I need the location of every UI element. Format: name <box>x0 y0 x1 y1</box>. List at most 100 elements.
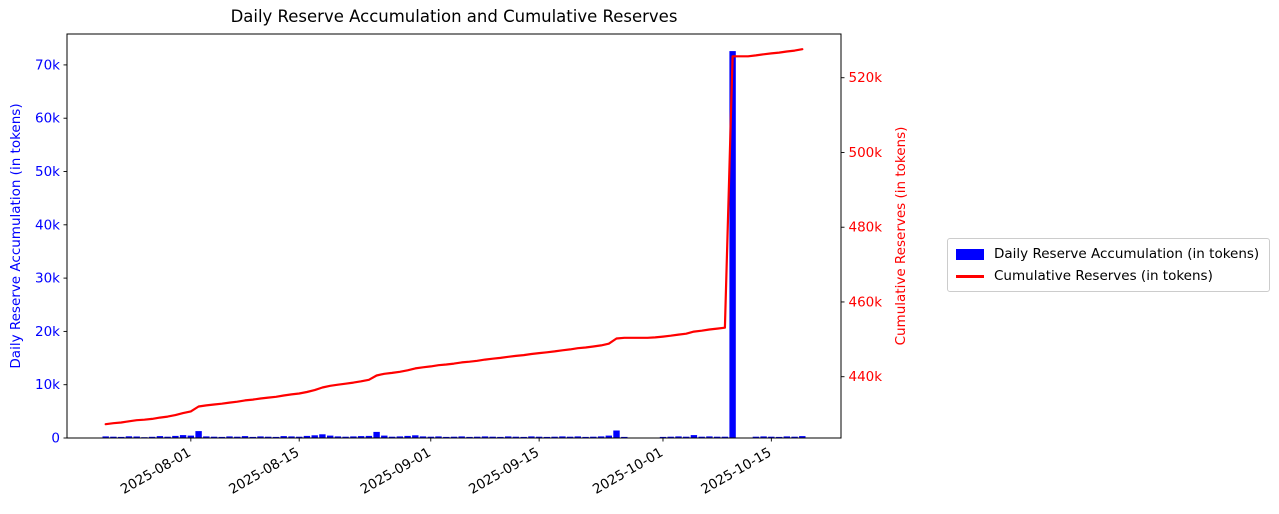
daily-bar <box>590 436 597 438</box>
daily-bar <box>125 436 133 438</box>
daily-bar <box>249 436 256 438</box>
left-tick-label: 0 <box>51 431 60 447</box>
daily-bar <box>675 436 682 438</box>
daily-bar <box>357 436 365 438</box>
daily-bar <box>388 436 396 438</box>
daily-bar <box>226 436 233 438</box>
daily-bar <box>365 435 373 438</box>
right-tick-label: 440k <box>849 369 883 385</box>
daily-bar <box>265 436 272 438</box>
daily-bar <box>551 436 558 438</box>
daily-bar <box>783 436 790 438</box>
daily-bar <box>234 436 241 438</box>
x-tick-label: 2025-10-15 <box>698 445 774 498</box>
daily-bar <box>497 436 504 438</box>
daily-bar <box>489 436 496 438</box>
plot-frame <box>66 33 842 439</box>
x-tick-label: 2025-09-01 <box>358 445 434 498</box>
cumulative-line <box>104 48 804 426</box>
daily-bar <box>203 436 210 438</box>
daily-bar <box>714 436 721 438</box>
daily-bar <box>791 436 798 438</box>
daily-bar <box>342 436 349 438</box>
daily-bar <box>435 436 442 438</box>
daily-bar <box>752 436 760 438</box>
daily-bar <box>110 436 117 438</box>
x-tick-label: 2025-08-01 <box>118 445 194 498</box>
daily-bar <box>148 436 156 438</box>
daily-bar <box>450 436 458 438</box>
daily-bar <box>311 435 318 438</box>
x-tick-label: 2025-10-01 <box>590 445 666 498</box>
daily-bar <box>218 436 225 438</box>
right-tick-label: 480k <box>849 220 883 236</box>
daily-bar <box>721 436 729 438</box>
daily-bar <box>613 430 620 438</box>
daily-bar <box>396 436 403 438</box>
daily-bar <box>412 435 419 438</box>
daily-bar <box>303 435 311 438</box>
left-tick-label: 40k <box>35 217 60 233</box>
daily-bar <box>520 436 527 438</box>
daily-bar <box>404 435 411 438</box>
left-axis-label: Daily Reserve Accumulation (in tokens) <box>8 103 24 369</box>
daily-bar <box>659 436 667 438</box>
daily-bar <box>164 436 171 438</box>
right-tick-label: 520k <box>849 70 883 86</box>
left-tick-label: 60k <box>35 111 60 127</box>
daily-bar <box>350 436 357 438</box>
right-axis-label: Cumulative Reserves (in tokens) <box>893 126 909 346</box>
daily-bar <box>419 436 427 438</box>
daily-bar <box>683 436 690 438</box>
daily-bar <box>768 436 775 438</box>
daily-bar <box>241 436 249 438</box>
daily-bar <box>597 436 605 438</box>
daily-bar <box>729 51 736 438</box>
legend-bar-swatch <box>956 248 984 260</box>
left-tick-label: 30k <box>35 271 60 287</box>
daily-bar <box>760 436 767 438</box>
daily-bar <box>543 436 551 438</box>
daily-bar <box>698 436 705 438</box>
daily-bar <box>443 436 450 438</box>
left-tick-label: 20k <box>35 324 60 340</box>
daily-bar <box>319 434 326 438</box>
daily-bar <box>280 436 287 438</box>
daily-bar <box>582 436 589 438</box>
daily-bar <box>381 435 388 438</box>
daily-bar <box>195 431 202 438</box>
daily-bar <box>466 436 473 438</box>
left-tick-label: 10k <box>35 377 60 393</box>
daily-bar <box>458 436 465 438</box>
daily-bar <box>512 436 520 438</box>
daily-bar <box>373 431 380 438</box>
legend-item-label: Cumulative Reserves (in tokens) <box>994 268 1213 284</box>
daily-bar <box>187 435 194 438</box>
daily-bar <box>574 436 581 438</box>
daily-bar <box>505 436 512 438</box>
daily-bar <box>179 435 187 438</box>
right-tick-label: 500k <box>849 145 883 161</box>
daily-bar <box>172 435 179 438</box>
chart-title: Daily Reserve Accumulation and Cumulativ… <box>230 7 678 26</box>
daily-bar <box>690 435 698 438</box>
daily-bar <box>474 436 481 438</box>
daily-bar <box>334 436 342 438</box>
legend-line-swatch <box>956 274 984 278</box>
daily-bar <box>133 436 140 438</box>
daily-bar <box>102 436 109 438</box>
daily-bar <box>535 436 543 438</box>
daily-bar <box>566 436 574 438</box>
left-tick-label: 50k <box>35 164 60 180</box>
daily-bar <box>296 436 303 438</box>
daily-bar <box>118 436 125 438</box>
daily-bar <box>427 436 434 438</box>
daily-bar <box>605 435 612 438</box>
right-tick-label: 460k <box>849 294 883 310</box>
daily-bar <box>327 435 334 438</box>
legend-item-cumulative: Cumulative Reserves (in tokens) <box>956 265 1261 287</box>
left-tick-label: 70k <box>35 57 60 73</box>
daily-bar <box>706 436 713 438</box>
